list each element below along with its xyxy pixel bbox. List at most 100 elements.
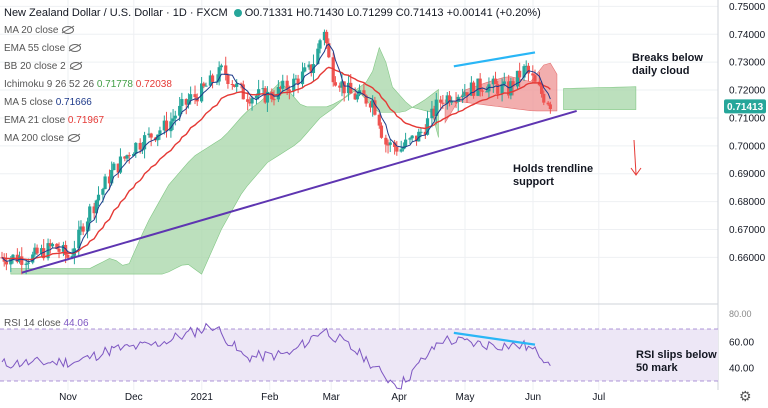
candle-body bbox=[463, 92, 467, 96]
indicator-legend: New Zealand Dollar / U.S. Dollar · 1D · … bbox=[4, 4, 541, 148]
candle-body bbox=[42, 248, 46, 259]
candle-body bbox=[410, 135, 414, 139]
price-tick-label: 0.67000 bbox=[729, 225, 766, 236]
candle-body bbox=[254, 95, 259, 99]
candle-body bbox=[164, 120, 169, 132]
candle-body bbox=[371, 100, 375, 108]
candle-body bbox=[110, 170, 114, 184]
indicator-row[interactable]: Ichimoku 9 26 52 26 0.71778 0.72038 bbox=[4, 76, 541, 94]
candle-body bbox=[294, 78, 298, 80]
price-tick-label: 0.68000 bbox=[729, 197, 766, 208]
rsi-annotation: 50 mark bbox=[636, 362, 678, 374]
candle-body bbox=[307, 64, 311, 68]
candle-body bbox=[522, 66, 526, 78]
candle-body bbox=[184, 99, 188, 105]
cloud-annotation: Breaks below bbox=[632, 52, 703, 64]
candle-body bbox=[142, 135, 147, 150]
indicator-row[interactable]: EMA 55 close bbox=[4, 40, 541, 58]
candle-body bbox=[4, 261, 8, 265]
candle-body bbox=[281, 80, 285, 89]
rsi-legend[interactable]: RSI 14 close 44.06 bbox=[4, 318, 89, 329]
candle-body bbox=[200, 83, 204, 102]
rsi-band bbox=[0, 329, 718, 381]
rsi-line bbox=[1, 322, 551, 390]
candle-body bbox=[355, 94, 359, 100]
candle-body bbox=[518, 70, 522, 78]
candle-body bbox=[417, 131, 421, 142]
candle-body bbox=[180, 99, 184, 106]
candle-body bbox=[138, 142, 142, 150]
indicator-label: EMA 21 close bbox=[4, 115, 66, 126]
candle-body bbox=[292, 78, 296, 92]
candle-body bbox=[88, 206, 92, 222]
candle-body bbox=[325, 31, 329, 44]
candle-body bbox=[85, 221, 90, 232]
indicator-row[interactable]: BB 20 close 2 bbox=[4, 58, 541, 76]
candle-body bbox=[526, 65, 531, 74]
candle-body bbox=[425, 118, 430, 135]
candle-body bbox=[81, 226, 85, 232]
time-tick-label: Jul bbox=[592, 392, 605, 403]
candle-body bbox=[55, 243, 59, 249]
candle-body bbox=[101, 189, 105, 195]
indicator-row[interactable]: EMA 21 close 0.71967 bbox=[4, 112, 541, 130]
candle-body bbox=[158, 130, 162, 135]
price-axis[interactable]: 0.75000 0.74000 0.73000 0.72000 0.71000 0.700… bbox=[59, 2, 766, 403]
candle-body bbox=[118, 156, 123, 173]
candle-body bbox=[39, 248, 44, 254]
candle-body bbox=[331, 57, 335, 83]
candle-body bbox=[20, 256, 24, 265]
candle-body bbox=[50, 243, 55, 247]
indicator-label: EMA 55 close bbox=[4, 43, 66, 54]
candle-body bbox=[246, 99, 250, 102]
candle-body bbox=[430, 108, 434, 119]
down-arrow-head bbox=[630, 167, 642, 176]
candle-body bbox=[478, 78, 482, 91]
candles bbox=[0, 29, 552, 275]
candle-body bbox=[447, 95, 452, 103]
price-tick-label: 0.73000 bbox=[729, 58, 766, 69]
candle-body bbox=[434, 99, 438, 117]
candle-body bbox=[408, 138, 412, 140]
indicator-value: 0.71666 bbox=[52, 97, 92, 108]
time-tick-label: Nov bbox=[59, 392, 77, 403]
candle-body bbox=[70, 255, 74, 258]
symbol-header[interactable]: New Zealand Dollar / U.S. Dollar · 1D · … bbox=[4, 4, 541, 22]
eye-hidden-icon[interactable] bbox=[62, 26, 75, 35]
indicator-row[interactable]: MA 5 close 0.71666 bbox=[4, 94, 541, 112]
time-tick-label: May bbox=[456, 392, 475, 403]
last-price-label: 0.71413 bbox=[727, 102, 764, 113]
candle-body bbox=[300, 71, 305, 85]
candle-body bbox=[338, 85, 342, 88]
eye-hidden-icon[interactable] bbox=[68, 134, 81, 143]
rsi-top-label: 80.00 bbox=[729, 309, 752, 319]
gear-icon[interactable]: ⚙ bbox=[739, 388, 752, 404]
rsi-annotation: RSI slips below bbox=[636, 349, 717, 361]
candle-body bbox=[454, 101, 458, 103]
price-tick-label: 0.71000 bbox=[729, 113, 766, 124]
eye-hidden-icon[interactable] bbox=[69, 62, 82, 71]
indicator-label: MA 20 close bbox=[4, 25, 59, 36]
candle-body bbox=[112, 163, 116, 171]
time-tick-label: Mar bbox=[323, 392, 341, 403]
candle-body bbox=[419, 131, 423, 133]
candle-body bbox=[546, 102, 550, 105]
candle-body bbox=[57, 248, 61, 252]
candle-body bbox=[217, 67, 221, 82]
candle-body bbox=[224, 65, 228, 75]
candle-body bbox=[327, 43, 331, 58]
eye-hidden-icon[interactable] bbox=[69, 44, 82, 53]
candle-body bbox=[96, 194, 101, 201]
candle-body bbox=[250, 98, 254, 104]
price-tick-label: 0.69000 bbox=[729, 169, 766, 180]
candle-body bbox=[445, 95, 449, 104]
candle-body bbox=[202, 83, 206, 87]
indicator-value: 0.72038 bbox=[133, 79, 172, 90]
indicator-row[interactable]: MA 20 close bbox=[4, 22, 541, 40]
indicator-lines bbox=[1, 43, 577, 274]
candle-body bbox=[189, 94, 193, 100]
indicator-row[interactable]: MA 200 close bbox=[4, 130, 541, 148]
ohlc-readout: O0.71331 H0.71430 L0.71299 C0.71413 +0.0… bbox=[244, 7, 541, 19]
